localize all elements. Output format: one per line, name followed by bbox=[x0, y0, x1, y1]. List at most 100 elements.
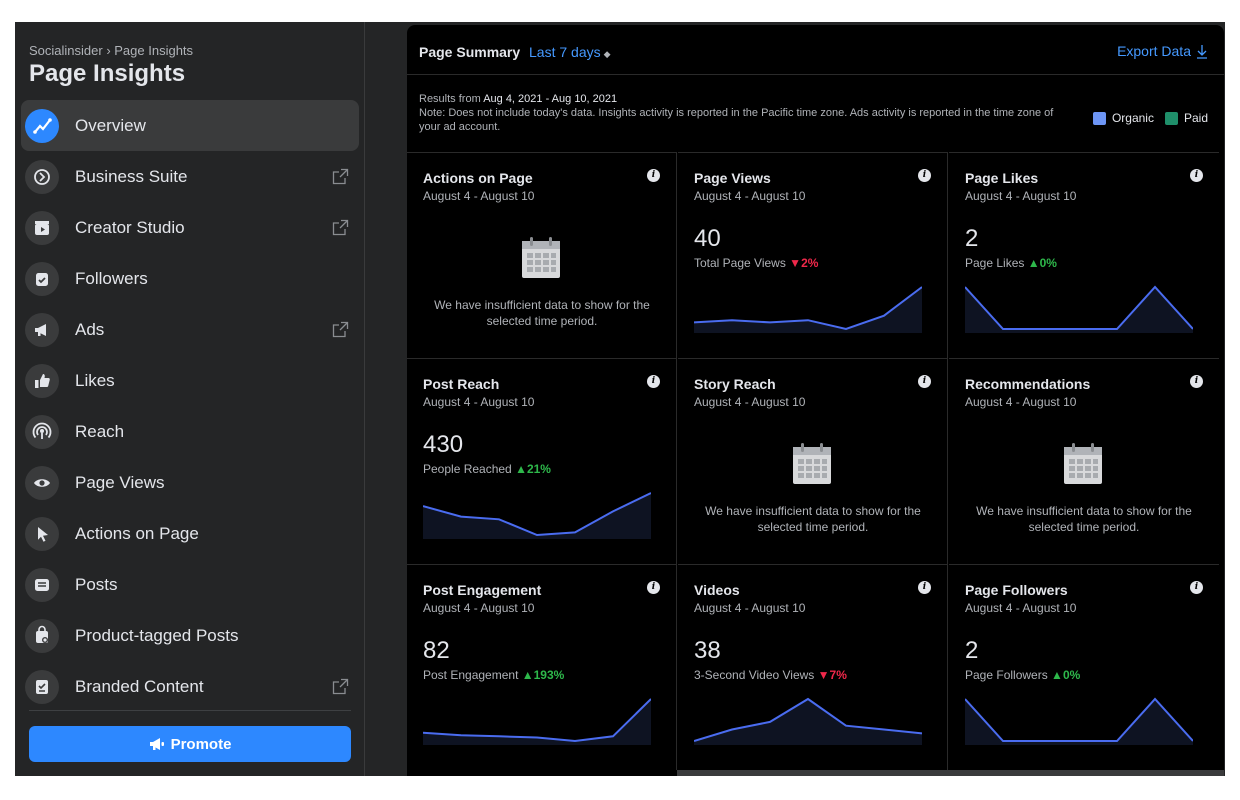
info-icon[interactable]: i bbox=[918, 375, 931, 388]
sidebar-item-branded-content[interactable]: Branded Content bbox=[21, 661, 359, 712]
card-title: Page Views bbox=[694, 170, 771, 186]
info-icon[interactable]: i bbox=[918, 581, 931, 594]
info-icon[interactable]: i bbox=[1190, 581, 1203, 594]
sparkline-area bbox=[965, 287, 1193, 333]
metric-subtitle: Total Page Views ▼2% bbox=[694, 256, 818, 270]
metric-subtitle: 3-Second Video Views ▼7% bbox=[694, 668, 847, 682]
sidebar-item-overview[interactable]: Overview bbox=[21, 100, 359, 151]
info-icon[interactable]: i bbox=[1190, 375, 1203, 388]
metric-card-actions-on-page[interactable]: Actions on Page August 4 - August 10 i We h… bbox=[407, 152, 677, 358]
info-icon[interactable]: i bbox=[647, 169, 660, 182]
sparkline-chart bbox=[694, 697, 922, 745]
results-note-text: Note: Does not include today's data. Ins… bbox=[419, 107, 1054, 133]
sidebar-item-label: Overview bbox=[75, 115, 146, 135]
sparkline-chart bbox=[965, 697, 1193, 745]
sidebar-item-label: Creator Studio bbox=[75, 217, 185, 237]
insufficient-data-message: We have insufficient data to show for th… bbox=[976, 504, 1192, 534]
sidebar-item-product-tagged-posts[interactable]: Product-tagged Posts bbox=[21, 610, 359, 661]
sidebar-item-label: Likes bbox=[75, 370, 115, 390]
change-indicator: ▲193% bbox=[518, 668, 565, 682]
cursor-icon bbox=[25, 516, 59, 551]
overview-icon bbox=[25, 108, 59, 143]
promote-button[interactable]: Promote bbox=[29, 726, 351, 762]
card-title: Videos bbox=[694, 582, 740, 598]
change-percent: 21% bbox=[526, 462, 551, 476]
change-indicator: ▼7% bbox=[814, 668, 847, 682]
sidebar-item-page-views[interactable]: Page Views bbox=[21, 457, 359, 508]
metric-value: 82 bbox=[423, 637, 450, 664]
sidebar-item-actions-on-page[interactable]: Actions on Page bbox=[21, 508, 359, 559]
eye-icon bbox=[25, 465, 59, 500]
sparkline-area bbox=[423, 493, 651, 539]
calendar-icon bbox=[521, 235, 561, 284]
metric-card-page-followers[interactable]: Page Followers August 4 - August 10 i 2 Page… bbox=[949, 564, 1219, 770]
export-label: Export Data bbox=[1117, 43, 1191, 59]
sidebar-item-label: Ads bbox=[75, 319, 105, 339]
branded-content-icon bbox=[25, 669, 59, 704]
metric-label: People Reached bbox=[423, 462, 512, 476]
sidebar-item-posts[interactable]: Posts bbox=[21, 559, 359, 610]
metric-card-page-likes[interactable]: Page Likes August 4 - August 10 i 2 Page Lik… bbox=[949, 152, 1219, 358]
sidebar-item-creator-studio[interactable]: Creator Studio bbox=[21, 202, 359, 253]
metric-card-post-reach[interactable]: Post Reach August 4 - August 10 i 430 People… bbox=[407, 358, 677, 564]
sparkline-line bbox=[694, 697, 922, 742]
page-title: Page Insights bbox=[29, 60, 186, 87]
download-icon bbox=[1197, 44, 1207, 59]
sparkline-chart bbox=[423, 698, 651, 745]
sidebar-item-likes[interactable]: Likes bbox=[21, 355, 359, 406]
card-title: Page Likes bbox=[965, 170, 1039, 186]
external-link-icon[interactable] bbox=[332, 321, 349, 343]
sparkline-chart bbox=[423, 492, 651, 539]
info-icon[interactable]: i bbox=[647, 375, 660, 388]
insufficient-data-message: We have insufficient data to show for th… bbox=[434, 298, 650, 328]
export-data-button[interactable]: Export Data bbox=[1117, 43, 1208, 59]
card-title: Recommendations bbox=[965, 376, 1091, 392]
metric-card-videos[interactable]: Videos August 4 - August 10 i 38 3-Second Vi… bbox=[678, 564, 948, 770]
metric-card-recommendations[interactable]: Recommendations August 4 - August 10 i We h… bbox=[949, 358, 1219, 564]
sidebar-item-reach[interactable]: Reach bbox=[21, 406, 359, 457]
triangle-down-icon: ▼ bbox=[814, 668, 830, 682]
info-icon[interactable]: i bbox=[918, 169, 931, 182]
sidebar-item-business-suite[interactable]: Business Suite bbox=[21, 151, 359, 202]
legend-swatch bbox=[1092, 111, 1106, 125]
change-indicator: ▼2% bbox=[786, 256, 818, 270]
sparkline-line bbox=[423, 492, 651, 537]
legend-label: Organic bbox=[1111, 111, 1154, 125]
results-prefix: Results from bbox=[419, 93, 484, 105]
metric-subtitle: People Reached ▲21% bbox=[423, 462, 551, 476]
external-link-icon[interactable] bbox=[332, 678, 349, 700]
date-range-dropdown[interactable]: Last 7 days ◆ bbox=[529, 44, 611, 60]
megaphone-icon bbox=[25, 312, 59, 347]
info-icon[interactable]: i bbox=[647, 581, 660, 594]
metric-value: 2 bbox=[965, 225, 979, 252]
metric-value: 430 bbox=[423, 431, 464, 458]
sidebar-item-label: Business Suite bbox=[75, 166, 188, 186]
metric-label: Total Page Views bbox=[694, 256, 786, 270]
calendar-icon bbox=[1063, 441, 1103, 490]
metric-card-page-views[interactable]: Page Views August 4 - August 10 i 40 Total P… bbox=[678, 152, 948, 358]
sidebar-item-followers[interactable]: Followers bbox=[21, 253, 359, 304]
change-percent: 0% bbox=[1062, 668, 1081, 682]
sidebar-divider bbox=[29, 710, 351, 711]
sparkline-area bbox=[694, 287, 922, 333]
horizontal-scrollbar[interactable] bbox=[677, 770, 1224, 776]
external-link-icon[interactable] bbox=[332, 168, 349, 190]
caret-icon: ◆ bbox=[603, 49, 611, 59]
card-title: Story Reach bbox=[694, 376, 776, 392]
card-title: Actions on Page bbox=[423, 170, 533, 186]
sidebar: Socialinsider › Page Insights Page Insig… bbox=[15, 22, 365, 776]
legend-item-organic: Organic bbox=[1092, 111, 1154, 125]
sidebar-item-label: Page Views bbox=[75, 472, 165, 492]
card-title: Post Engagement bbox=[423, 582, 542, 598]
metric-card-post-engagement[interactable]: Post Engagement August 4 - August 10 i 82 Po… bbox=[407, 564, 677, 770]
business-suite-icon bbox=[25, 159, 59, 194]
sidebar-item-ads[interactable]: Ads bbox=[21, 304, 359, 355]
metric-label: Page Likes bbox=[965, 256, 1025, 270]
breadcrumb[interactable]: Socialinsider › Page Insights bbox=[29, 43, 194, 58]
insufficient-data-message: We have insufficient data to show for th… bbox=[705, 504, 921, 534]
date-range-label: Last 7 days bbox=[529, 44, 601, 60]
external-link-icon[interactable] bbox=[332, 219, 349, 241]
metric-card-story-reach[interactable]: Story Reach August 4 - August 10 i We have … bbox=[678, 358, 948, 564]
info-icon[interactable]: i bbox=[1190, 169, 1203, 182]
posts-icon bbox=[25, 567, 59, 602]
